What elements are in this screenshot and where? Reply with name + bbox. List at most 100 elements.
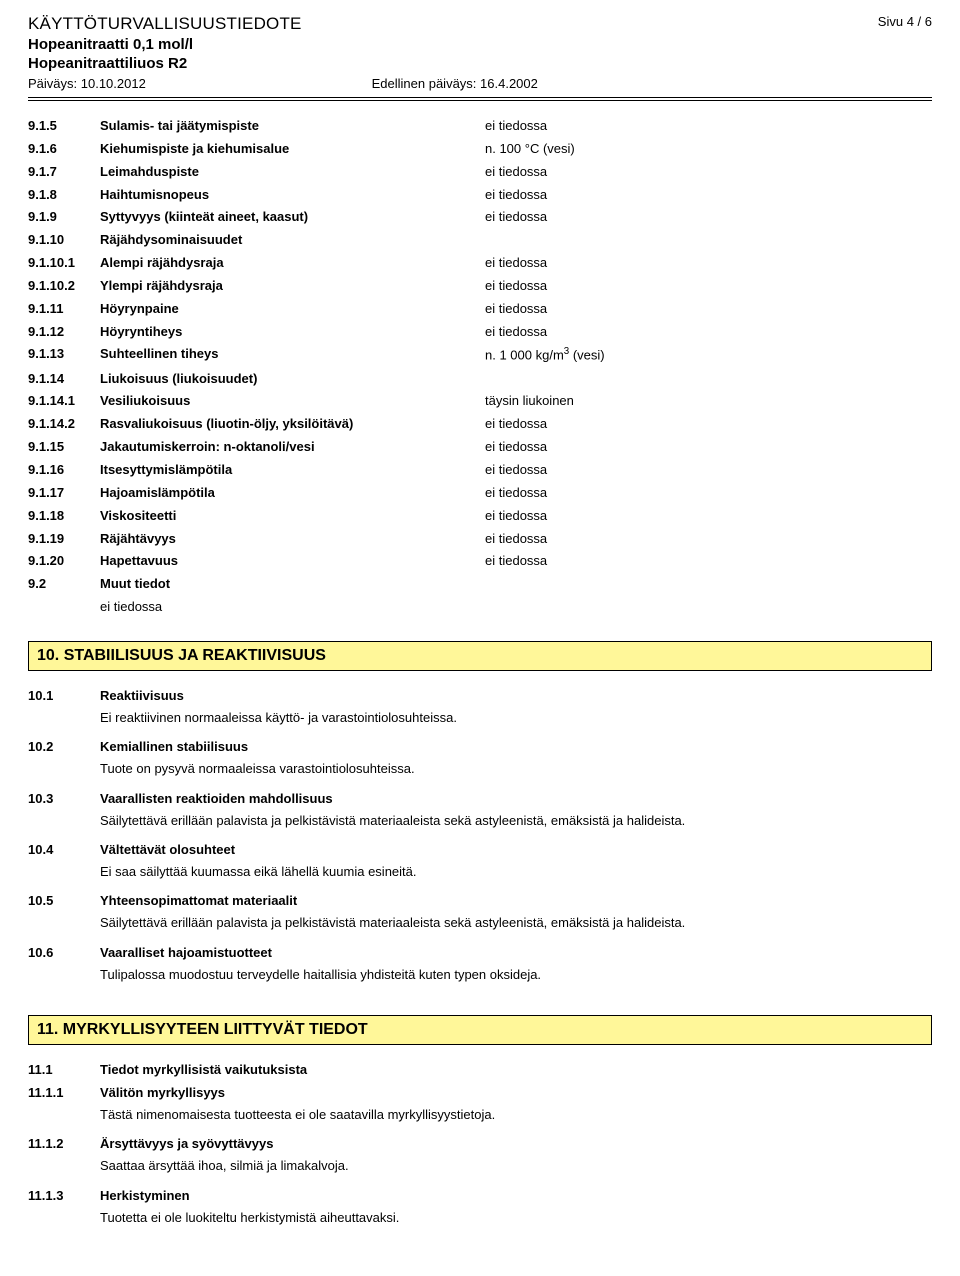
- section-11-header: 11. MYRKYLLISYYTEEN LIITTYVÄT TIEDOT: [28, 1015, 932, 1045]
- date-row: Päiväys: 10.10.2012 Edellinen päiväys: 1…: [28, 76, 932, 91]
- property-row: 9.1.9Syttyvyys (kiinteät aineet, kaasut)…: [28, 206, 932, 229]
- property-number: 9.1.11: [28, 300, 100, 319]
- property-number: 9.1.6: [28, 140, 100, 159]
- subsection-number: 10.1: [28, 687, 100, 706]
- section-10-body: 10.1ReaktiivisuusEi reaktiivinen normaal…: [28, 685, 932, 993]
- subsection-text: Tästä nimenomaisesta tuotteesta ei ole s…: [28, 1105, 932, 1134]
- subsection-heading-row: 10.6Vaaralliset hajoamistuotteet: [28, 942, 932, 965]
- property-number: 9.1.20: [28, 552, 100, 571]
- property-value: ei tiedossa: [485, 300, 547, 319]
- subsection-heading-row: 10.5Yhteensopimattomat materiaalit: [28, 890, 932, 913]
- subsection-text: Ei reaktiivinen normaaleissa käyttö- ja …: [28, 708, 932, 737]
- property-value: ei tiedossa: [485, 507, 547, 526]
- property-row: 9.1.15Jakautumiskerroin: n-oktanoli/vesi…: [28, 436, 932, 459]
- subsection-heading: Ärsyttävyys ja syövyttävyys: [100, 1135, 273, 1154]
- property-number: 9.1.14: [28, 370, 100, 389]
- header-divider: [28, 97, 932, 101]
- property-row: 9.1.10Räjähdysominaisuudet: [28, 229, 932, 252]
- property-label: Kiehumispiste ja kiehumisalue: [100, 140, 485, 159]
- doc-title: KÄYTTÖTURVALLISUUSTIEDOTE: [28, 14, 302, 34]
- property-number: 9.1.5: [28, 117, 100, 136]
- property-row: 9.1.17Hajoamislämpötilaei tiedossa: [28, 482, 932, 505]
- subsection-text: Tuote on pysyvä normaaleissa varastointi…: [28, 759, 932, 788]
- property-value: ei tiedossa: [485, 254, 547, 273]
- property-label: Suhteellinen tiheys: [100, 345, 485, 365]
- property-value: ei tiedossa: [485, 163, 547, 182]
- property-number: 9.1.15: [28, 438, 100, 457]
- subsection-heading: Tiedot myrkyllisistä vaikutuksista: [100, 1061, 307, 1080]
- property-label: Vesiliukoisuus: [100, 392, 485, 411]
- property-number: 9.1.19: [28, 530, 100, 549]
- subsection-number: 10.6: [28, 944, 100, 963]
- subsection-text: Tuotetta ei ole luokiteltu herkistymistä…: [28, 1208, 932, 1237]
- property-label: Hajoamislämpötila: [100, 484, 485, 503]
- subsection-number: 11.1.3: [28, 1187, 100, 1206]
- subsection-heading: Vaaralliset hajoamistuotteet: [100, 944, 272, 963]
- subsection-heading-row: 11.1.2Ärsyttävyys ja syövyttävyys: [28, 1133, 932, 1156]
- property-number: 9.1.16: [28, 461, 100, 480]
- product-name-2: Hopeanitraattiliuos R2: [28, 55, 932, 72]
- property-label: Hapettavuus: [100, 552, 485, 571]
- property-number: 9.1.9: [28, 208, 100, 227]
- subsection-number: 11.1.1: [28, 1084, 100, 1103]
- property-value: ei tiedossa: [485, 186, 547, 205]
- property-value: ei tiedossa: [485, 415, 547, 434]
- subsection-text: Tulipalossa muodostuu terveydelle haital…: [28, 965, 932, 994]
- property-row: 9.1.6Kiehumispiste ja kiehumisaluen. 100…: [28, 138, 932, 161]
- section-9-table: 9.1.5Sulamis- tai jäätymispisteei tiedos…: [28, 115, 932, 619]
- subsection-heading: Reaktiivisuus: [100, 687, 184, 706]
- property-value: ei tiedossa: [485, 117, 547, 136]
- property-label: Alempi räjähdysraja: [100, 254, 485, 273]
- property-number: 9.1.10.1: [28, 254, 100, 273]
- subsection-heading-row: 11.1.3Herkistyminen: [28, 1185, 932, 1208]
- property-number: 9.1.8: [28, 186, 100, 205]
- property-row: 9.2Muut tiedot: [28, 573, 932, 596]
- property-value: täysin liukoinen: [485, 392, 574, 411]
- property-value: n. 1 000 kg/m3 (vesi): [485, 345, 605, 365]
- property-row: 9.1.8Haihtumisnopeusei tiedossa: [28, 184, 932, 207]
- subsection-heading: Välitön myrkyllisyys: [100, 1084, 225, 1103]
- property-row: 9.1.20Hapettavuusei tiedossa: [28, 550, 932, 573]
- subsection-number: 10.5: [28, 892, 100, 911]
- subsection-number: 10.3: [28, 790, 100, 809]
- property-number: 9.1.14.2: [28, 415, 100, 434]
- property-row: 9.1.11Höyrynpaineei tiedossa: [28, 298, 932, 321]
- property-label: Ylempi räjähdysraja: [100, 277, 485, 296]
- subsection-heading-row: 11.1.1Välitön myrkyllisyys: [28, 1082, 932, 1105]
- subsection-heading-row: 10.1Reaktiivisuus: [28, 685, 932, 708]
- property-number: 9.1.7: [28, 163, 100, 182]
- property-row: 9.1.14.2Rasvaliukoisuus (liuotin-öljy, y…: [28, 413, 932, 436]
- subsection-number: 10.2: [28, 738, 100, 757]
- property-label: Itsesyttymislämpötila: [100, 461, 485, 480]
- section-11-body: 11.1Tiedot myrkyllisistä vaikutuksista11…: [28, 1059, 932, 1236]
- property-label: Viskositeetti: [100, 507, 485, 526]
- property-value: ei tiedossa: [485, 277, 547, 296]
- property-number: 9.1.17: [28, 484, 100, 503]
- product-name-1: Hopeanitraatti 0,1 mol/l: [28, 36, 932, 53]
- property-value: ei tiedossa: [485, 461, 547, 480]
- property-label: Sulamis- tai jäätymispiste: [100, 117, 485, 136]
- subsection-text: Säilytettävä erillään palavista ja pelki…: [28, 811, 932, 840]
- subsection-number: 10.4: [28, 841, 100, 860]
- property-row: 9.1.10.1Alempi räjähdysrajaei tiedossa: [28, 252, 932, 275]
- property-subvalue: ei tiedossa: [28, 596, 932, 619]
- subsection-heading-row: 10.4Vältettävät olosuhteet: [28, 839, 932, 862]
- property-row: 9.1.14.1Vesiliukoisuustäysin liukoinen: [28, 390, 932, 413]
- property-label: Rasvaliukoisuus (liuotin-öljy, yksilöitä…: [100, 415, 485, 434]
- subsection-heading: Yhteensopimattomat materiaalit: [100, 892, 297, 911]
- subsection-text: Säilytettävä erillään palavista ja pelki…: [28, 913, 932, 942]
- property-row: 9.1.10.2Ylempi räjähdysrajaei tiedossa: [28, 275, 932, 298]
- property-label: Höyryntiheys: [100, 323, 485, 342]
- property-number: 9.1.13: [28, 345, 100, 365]
- property-row: 9.1.16Itsesyttymislämpötilaei tiedossa: [28, 459, 932, 482]
- subsection-number: 11.1.2: [28, 1135, 100, 1154]
- property-value: ei tiedossa: [485, 530, 547, 549]
- property-row: 9.1.7Leimahduspisteei tiedossa: [28, 161, 932, 184]
- property-value: ei tiedossa: [28, 598, 162, 617]
- property-value: n. 100 °C (vesi): [485, 140, 575, 159]
- property-number: 9.2: [28, 575, 100, 594]
- property-row: 9.1.13Suhteellinen tiheysn. 1 000 kg/m3 …: [28, 343, 932, 367]
- property-label: Muut tiedot: [100, 575, 485, 594]
- subsection-number: 11.1: [28, 1061, 100, 1080]
- property-number: 9.1.12: [28, 323, 100, 342]
